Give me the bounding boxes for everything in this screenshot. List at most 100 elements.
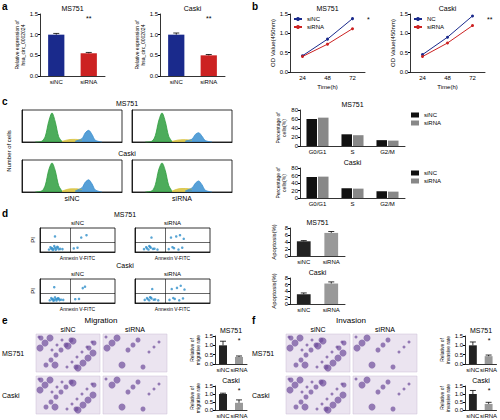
svg-text:Caski: Caski	[222, 377, 240, 384]
svg-text:*: *	[238, 337, 241, 344]
svg-text:Annexin V-FITC: Annexin V-FITC	[155, 255, 191, 261]
svg-text:40: 40	[291, 125, 298, 131]
svg-text:OD Value(450nm): OD Value(450nm)	[270, 19, 276, 67]
svg-text:PI: PI	[30, 237, 36, 243]
svg-text:invasive rate: invasive rate	[445, 336, 451, 364]
svg-text:4: 4	[285, 239, 289, 245]
svg-text:siNC: siNC	[64, 195, 79, 202]
svg-text:8: 8	[285, 225, 289, 231]
svg-text:siNC: siNC	[217, 413, 231, 419]
svg-text:hsa_circ_0002024: hsa_circ_0002024	[20, 24, 26, 65]
svg-text:MS751: MS751	[316, 5, 338, 12]
svg-text:siNC: siNC	[466, 367, 480, 373]
svg-text:siRNA: siRNA	[424, 178, 441, 184]
svg-text:Caski: Caski	[309, 269, 327, 276]
svg-text:40: 40	[291, 180, 298, 186]
svg-text:siNC: siNC	[170, 79, 184, 85]
svg-text:72: 72	[349, 75, 356, 81]
svg-text:0: 0	[295, 143, 299, 149]
svg-text:24: 24	[299, 75, 306, 81]
svg-text:siRNA: siRNA	[323, 307, 340, 313]
svg-text:Invasion: Invasion	[336, 316, 366, 325]
svg-text:0.0: 0.0	[280, 69, 289, 75]
svg-text:Caski: Caski	[118, 150, 136, 157]
svg-text:0.0: 0.0	[30, 73, 39, 79]
svg-text:MS751: MS751	[114, 211, 136, 218]
svg-text:0.5: 0.5	[150, 52, 159, 58]
svg-text:1.5: 1.5	[455, 383, 464, 389]
svg-text:S: S	[350, 149, 354, 155]
svg-text:G2/M: G2/M	[380, 201, 395, 207]
svg-text:PI: PI	[30, 288, 36, 294]
svg-text:siRNA: siRNA	[323, 259, 340, 265]
svg-text:72: 72	[469, 75, 476, 81]
svg-text:48: 48	[324, 75, 331, 81]
svg-text:siNC: siNC	[71, 271, 85, 277]
svg-text:1.0: 1.0	[205, 391, 214, 397]
svg-text:c: c	[2, 96, 8, 107]
svg-text:siRNA: siRNA	[172, 195, 192, 202]
svg-text:**: **	[487, 16, 493, 23]
svg-text:0.0: 0.0	[455, 407, 464, 413]
svg-text:**: **	[206, 15, 212, 22]
svg-text:siRNA: siRNA	[480, 413, 497, 419]
svg-text:Migration: Migration	[85, 316, 118, 325]
svg-text:Caski: Caski	[472, 377, 490, 384]
svg-text:6: 6	[285, 282, 289, 288]
svg-text:2: 2	[285, 246, 289, 252]
svg-text:siRNA: siRNA	[164, 220, 181, 226]
svg-text:Annexin V-FITC: Annexin V-FITC	[60, 255, 96, 261]
svg-text:siNC: siNC	[50, 79, 64, 85]
svg-text:0.0: 0.0	[205, 361, 214, 367]
svg-text:siRNA: siRNA	[125, 326, 145, 333]
svg-text:siNC: siNC	[60, 326, 75, 333]
svg-text:a: a	[2, 1, 8, 12]
svg-text:*: *	[238, 387, 241, 394]
svg-text:1.5: 1.5	[205, 383, 214, 389]
svg-text:24: 24	[419, 75, 426, 81]
svg-text:siNC: siNC	[424, 112, 438, 118]
svg-text:20: 20	[291, 134, 298, 140]
svg-text:Apoptosis(%): Apoptosis(%)	[271, 224, 277, 260]
svg-text:MS751: MS751	[116, 100, 138, 107]
svg-text:NC: NC	[427, 16, 436, 22]
svg-text:MS751: MS751	[306, 219, 328, 226]
svg-text:0.5: 0.5	[205, 399, 214, 405]
svg-text:1.0: 1.0	[455, 391, 464, 397]
svg-text:f: f	[252, 315, 256, 326]
svg-text:migrative rate: migrative rate	[195, 335, 201, 366]
svg-text:0.0: 0.0	[400, 69, 409, 75]
svg-text:2: 2	[285, 295, 289, 301]
svg-text:4: 4	[285, 288, 289, 294]
svg-text:Number of cells: Number of cells	[6, 130, 12, 172]
svg-text:0: 0	[285, 301, 289, 307]
svg-text:48: 48	[444, 75, 451, 81]
svg-text:MS751: MS751	[2, 350, 24, 357]
svg-text:0: 0	[295, 195, 299, 201]
svg-text:cells(%): cells(%)	[281, 119, 287, 137]
svg-text:G0/G1: G0/G1	[309, 201, 327, 207]
svg-text:20: 20	[291, 188, 298, 194]
svg-text:MS751: MS751	[341, 101, 363, 108]
svg-text:0.0: 0.0	[205, 407, 214, 413]
svg-text:siNC: siNC	[297, 307, 311, 313]
svg-text:1.0: 1.0	[400, 30, 409, 36]
svg-text:0.5: 0.5	[30, 52, 39, 58]
svg-text:1.5: 1.5	[455, 333, 464, 339]
svg-text:cells(%): cells(%)	[281, 174, 287, 192]
svg-text:siNC: siNC	[217, 367, 231, 373]
svg-text:*: *	[488, 337, 491, 344]
svg-text:siNC: siNC	[466, 413, 480, 419]
svg-text:Caski: Caski	[184, 5, 202, 12]
svg-text:0.5: 0.5	[280, 50, 289, 56]
svg-text:80: 80	[291, 165, 298, 171]
svg-text:G0/G1: G0/G1	[309, 149, 327, 155]
svg-text:1.0: 1.0	[455, 342, 464, 348]
svg-text:**: **	[86, 15, 92, 22]
svg-text:siRNA: siRNA	[427, 24, 444, 30]
svg-text:Time(h): Time(h)	[437, 84, 457, 90]
svg-text:1.5: 1.5	[205, 333, 214, 339]
svg-text:Time(h): Time(h)	[317, 84, 337, 90]
svg-text:1.0: 1.0	[150, 32, 159, 38]
svg-text:MS751: MS751	[252, 350, 274, 357]
